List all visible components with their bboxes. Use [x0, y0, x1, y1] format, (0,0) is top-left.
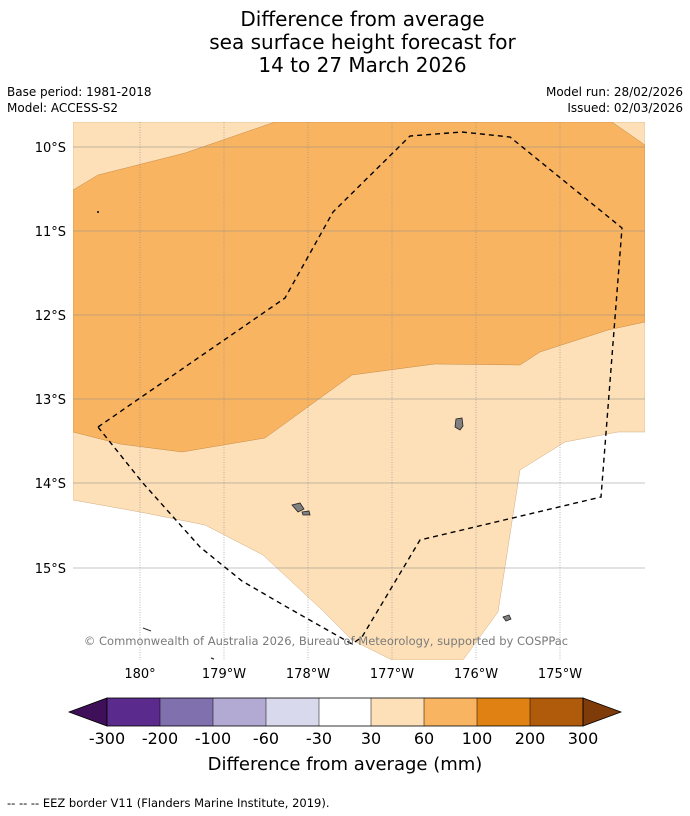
colorbar: -300 -200 -100 -60 -30 30 60 100 200 300…	[67, 697, 623, 775]
issued-date: Issued: 02/03/2026	[567, 101, 683, 115]
title-line-1: Difference from average	[240, 7, 485, 31]
map-credit: © Commonwealth of Australia 2026, Bureau…	[84, 634, 568, 648]
island-swains	[502, 614, 512, 622]
colorbar-segment-3	[213, 698, 266, 726]
base-period: Base period: 1981-2018	[7, 85, 152, 99]
colorbar-tick-3: -100	[195, 729, 231, 748]
island-edge-a	[142, 627, 152, 632]
lat-label-15s: 15°S	[35, 562, 66, 577]
graticule	[73, 122, 645, 660]
colorbar-tick-10: 300	[568, 729, 599, 748]
island-edge-b	[210, 657, 215, 660]
lat-label-13s: 13°S	[35, 393, 66, 408]
colorbar-tick-5: -30	[306, 729, 332, 748]
colorbar-segment-9	[530, 698, 583, 726]
colorbar-label: Difference from average (mm)	[208, 754, 483, 775]
colorbar-segment-5	[319, 698, 371, 726]
colorbar-tick-2: -200	[142, 729, 178, 748]
lon-label-178w: 178°W	[286, 667, 330, 682]
colorbar-tick-4: -60	[253, 729, 279, 748]
colorbar-over-arrow	[582, 697, 623, 727]
colorbar-segment-4	[266, 698, 319, 726]
lat-label-11s: 11°S	[35, 225, 66, 240]
colorbar-segment-7	[424, 698, 477, 726]
meta-left: Base period: 1981-2018 Model: ACCESS-S2	[7, 84, 152, 116]
title-line-3: 14 to 27 March 2026	[258, 53, 467, 77]
lon-label-180: 180°	[124, 667, 155, 682]
lon-label-176w: 176°W	[454, 667, 498, 682]
lon-label-179w: 179°W	[202, 667, 246, 682]
colorbar-tick-6: 30	[361, 729, 381, 748]
lat-label-10s: 10°S	[35, 141, 66, 156]
island-dot	[97, 211, 99, 213]
latitude-labels: 10°S 11°S 12°S 13°S 14°S 15°S	[35, 141, 66, 577]
colorbar-under-arrow	[67, 697, 108, 727]
model-name: Model: ACCESS-S2	[7, 101, 119, 115]
colorbar-segment-1	[107, 698, 160, 726]
model-run: Model run: 28/02/2026	[545, 85, 683, 99]
colorbar-tick-9: 200	[515, 729, 546, 748]
colorbar-segment-2	[160, 698, 213, 726]
colorbar-tick-1: -300	[89, 729, 125, 748]
colorbar-ticks: -300 -200 -100 -60 -30 30 60 100 200 300	[89, 729, 598, 748]
lat-label-12s: 12°S	[35, 309, 66, 324]
longitude-labels: 180° 179°W 178°W 177°W 176°W 175°W	[124, 667, 582, 682]
eez-legend-note: -- -- -- EEZ border V11 (Flanders Marine…	[7, 796, 330, 810]
title-line-2: sea surface height forecast for	[209, 30, 516, 54]
colorbar-tick-7: 60	[414, 729, 434, 748]
eez-border	[96, 131, 623, 645]
island-small-a	[301, 510, 311, 516]
map-title: Difference from average sea surface heig…	[0, 8, 690, 77]
anomaly-region-60-100	[73, 122, 645, 453]
lon-label-177w: 177°W	[370, 667, 414, 682]
colorbar-segment-8	[477, 698, 530, 726]
island-nukunonu	[454, 417, 464, 431]
lat-label-14s: 14°S	[35, 477, 66, 492]
lon-label-175w: 175°W	[538, 667, 582, 682]
colorbar-segment-6	[371, 698, 424, 726]
colorbar-tick-8: 100	[462, 729, 493, 748]
map-area	[73, 122, 645, 660]
meta-right: Model run: 28/02/2026 Issued: 02/03/2026	[546, 84, 683, 116]
island-atafu	[291, 502, 305, 513]
